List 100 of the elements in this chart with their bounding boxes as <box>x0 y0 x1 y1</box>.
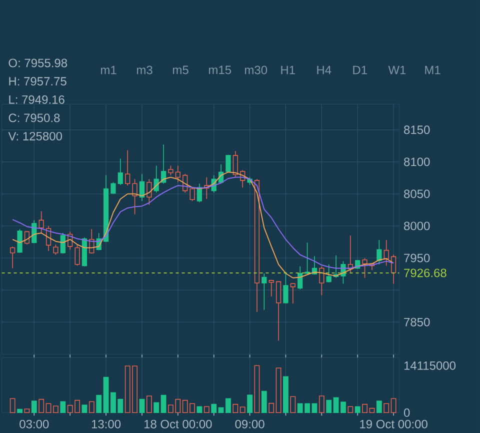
candlestick <box>276 280 282 342</box>
candlestick <box>60 232 66 254</box>
bar <box>254 365 260 414</box>
text: D1 <box>353 66 367 74</box>
candlestick <box>319 266 324 296</box>
bar <box>103 376 109 414</box>
bar <box>312 403 318 414</box>
candlestick <box>298 266 303 290</box>
x-tick-label: 18 Oct 00:00 <box>144 420 212 428</box>
text: m3 <box>137 66 152 74</box>
candlestick <box>160 144 166 184</box>
candlestick <box>262 272 267 310</box>
bar <box>362 404 368 414</box>
bar <box>240 406 246 414</box>
candlestick <box>362 258 368 278</box>
bar <box>88 401 94 414</box>
bar <box>139 398 145 414</box>
bar <box>290 396 296 414</box>
x-tick-label: 09:00 <box>235 420 264 428</box>
bar <box>211 404 217 414</box>
bar <box>146 396 152 414</box>
bar <box>369 408 375 414</box>
candlestick <box>53 244 58 256</box>
text: M1 <box>425 66 440 74</box>
annotation: V: 125800 <box>8 132 62 140</box>
bar <box>354 406 360 414</box>
bar <box>82 404 88 414</box>
candlestick <box>232 150 238 178</box>
bar <box>17 408 22 414</box>
candlestick <box>390 254 396 284</box>
x-tick-label: 03:00 <box>20 420 49 428</box>
bar <box>376 400 382 414</box>
candlestick <box>326 264 332 283</box>
bar <box>226 398 231 414</box>
bar <box>276 368 282 414</box>
candlestick <box>125 150 130 186</box>
candlestick <box>74 244 80 266</box>
candlestick <box>283 272 288 304</box>
bar <box>333 397 339 414</box>
candlestick <box>268 279 274 297</box>
bar <box>160 394 166 414</box>
y-tick-label: 7850 <box>404 318 430 326</box>
bar <box>96 394 102 414</box>
bar <box>326 400 332 414</box>
candlestick <box>290 282 296 304</box>
candlestick <box>384 240 389 266</box>
text: O: 7955.98 <box>8 58 68 68</box>
candlestick <box>196 183 202 203</box>
candlestick <box>190 187 195 202</box>
y-tick-label: 14115000 <box>404 361 456 370</box>
bar <box>232 404 238 414</box>
y-tick-label: 0 <box>404 408 410 417</box>
bar <box>268 402 274 414</box>
candlestick <box>132 178 138 215</box>
candlestick <box>146 178 152 206</box>
bar <box>283 376 288 414</box>
text: m5 <box>173 66 188 74</box>
candlestick <box>304 242 310 274</box>
bar <box>318 396 324 414</box>
text: m30 <box>245 66 268 74</box>
y-tick-label: 8050 <box>404 190 430 198</box>
y-tick-label: 8100 <box>404 158 430 166</box>
bar <box>340 402 346 414</box>
bar <box>10 398 16 414</box>
y-tick-label: 7950 <box>404 254 430 262</box>
candlestick <box>175 165 180 183</box>
text: H: 7957.75 <box>9 77 66 86</box>
bar <box>154 402 160 414</box>
bar <box>46 403 52 414</box>
bar <box>53 406 58 414</box>
bar <box>24 408 30 414</box>
bar <box>38 398 44 414</box>
candlestick <box>17 228 22 254</box>
text: H4 <box>317 66 332 74</box>
x-tick-label: 13:00 <box>92 420 121 428</box>
bar <box>261 390 267 414</box>
bar <box>31 400 37 414</box>
text: m15 <box>209 66 232 74</box>
bar <box>196 406 202 414</box>
text: H1 <box>281 66 295 74</box>
bar <box>204 406 210 414</box>
ref-line-label: 7926.68 <box>404 268 446 278</box>
candlestick <box>139 174 145 202</box>
x-tick-label: 19 Oct 00:00 <box>360 420 428 428</box>
bar <box>384 403 390 414</box>
candlestick <box>118 158 123 186</box>
bar <box>348 406 354 414</box>
text: L: 7949.16 <box>9 95 64 104</box>
candlestick <box>168 165 174 176</box>
text: W1 <box>388 66 406 74</box>
bar <box>60 401 66 414</box>
candlestick <box>10 246 16 269</box>
text: m1 <box>101 66 116 74</box>
candlestick <box>38 210 44 234</box>
y-tick-label: 8000 <box>404 222 430 230</box>
bar <box>247 394 252 414</box>
annotation: C: 7950.8 <box>8 114 60 122</box>
y-tick-label: 8150 <box>404 126 430 134</box>
bar <box>390 398 396 414</box>
candlestick <box>110 182 116 194</box>
